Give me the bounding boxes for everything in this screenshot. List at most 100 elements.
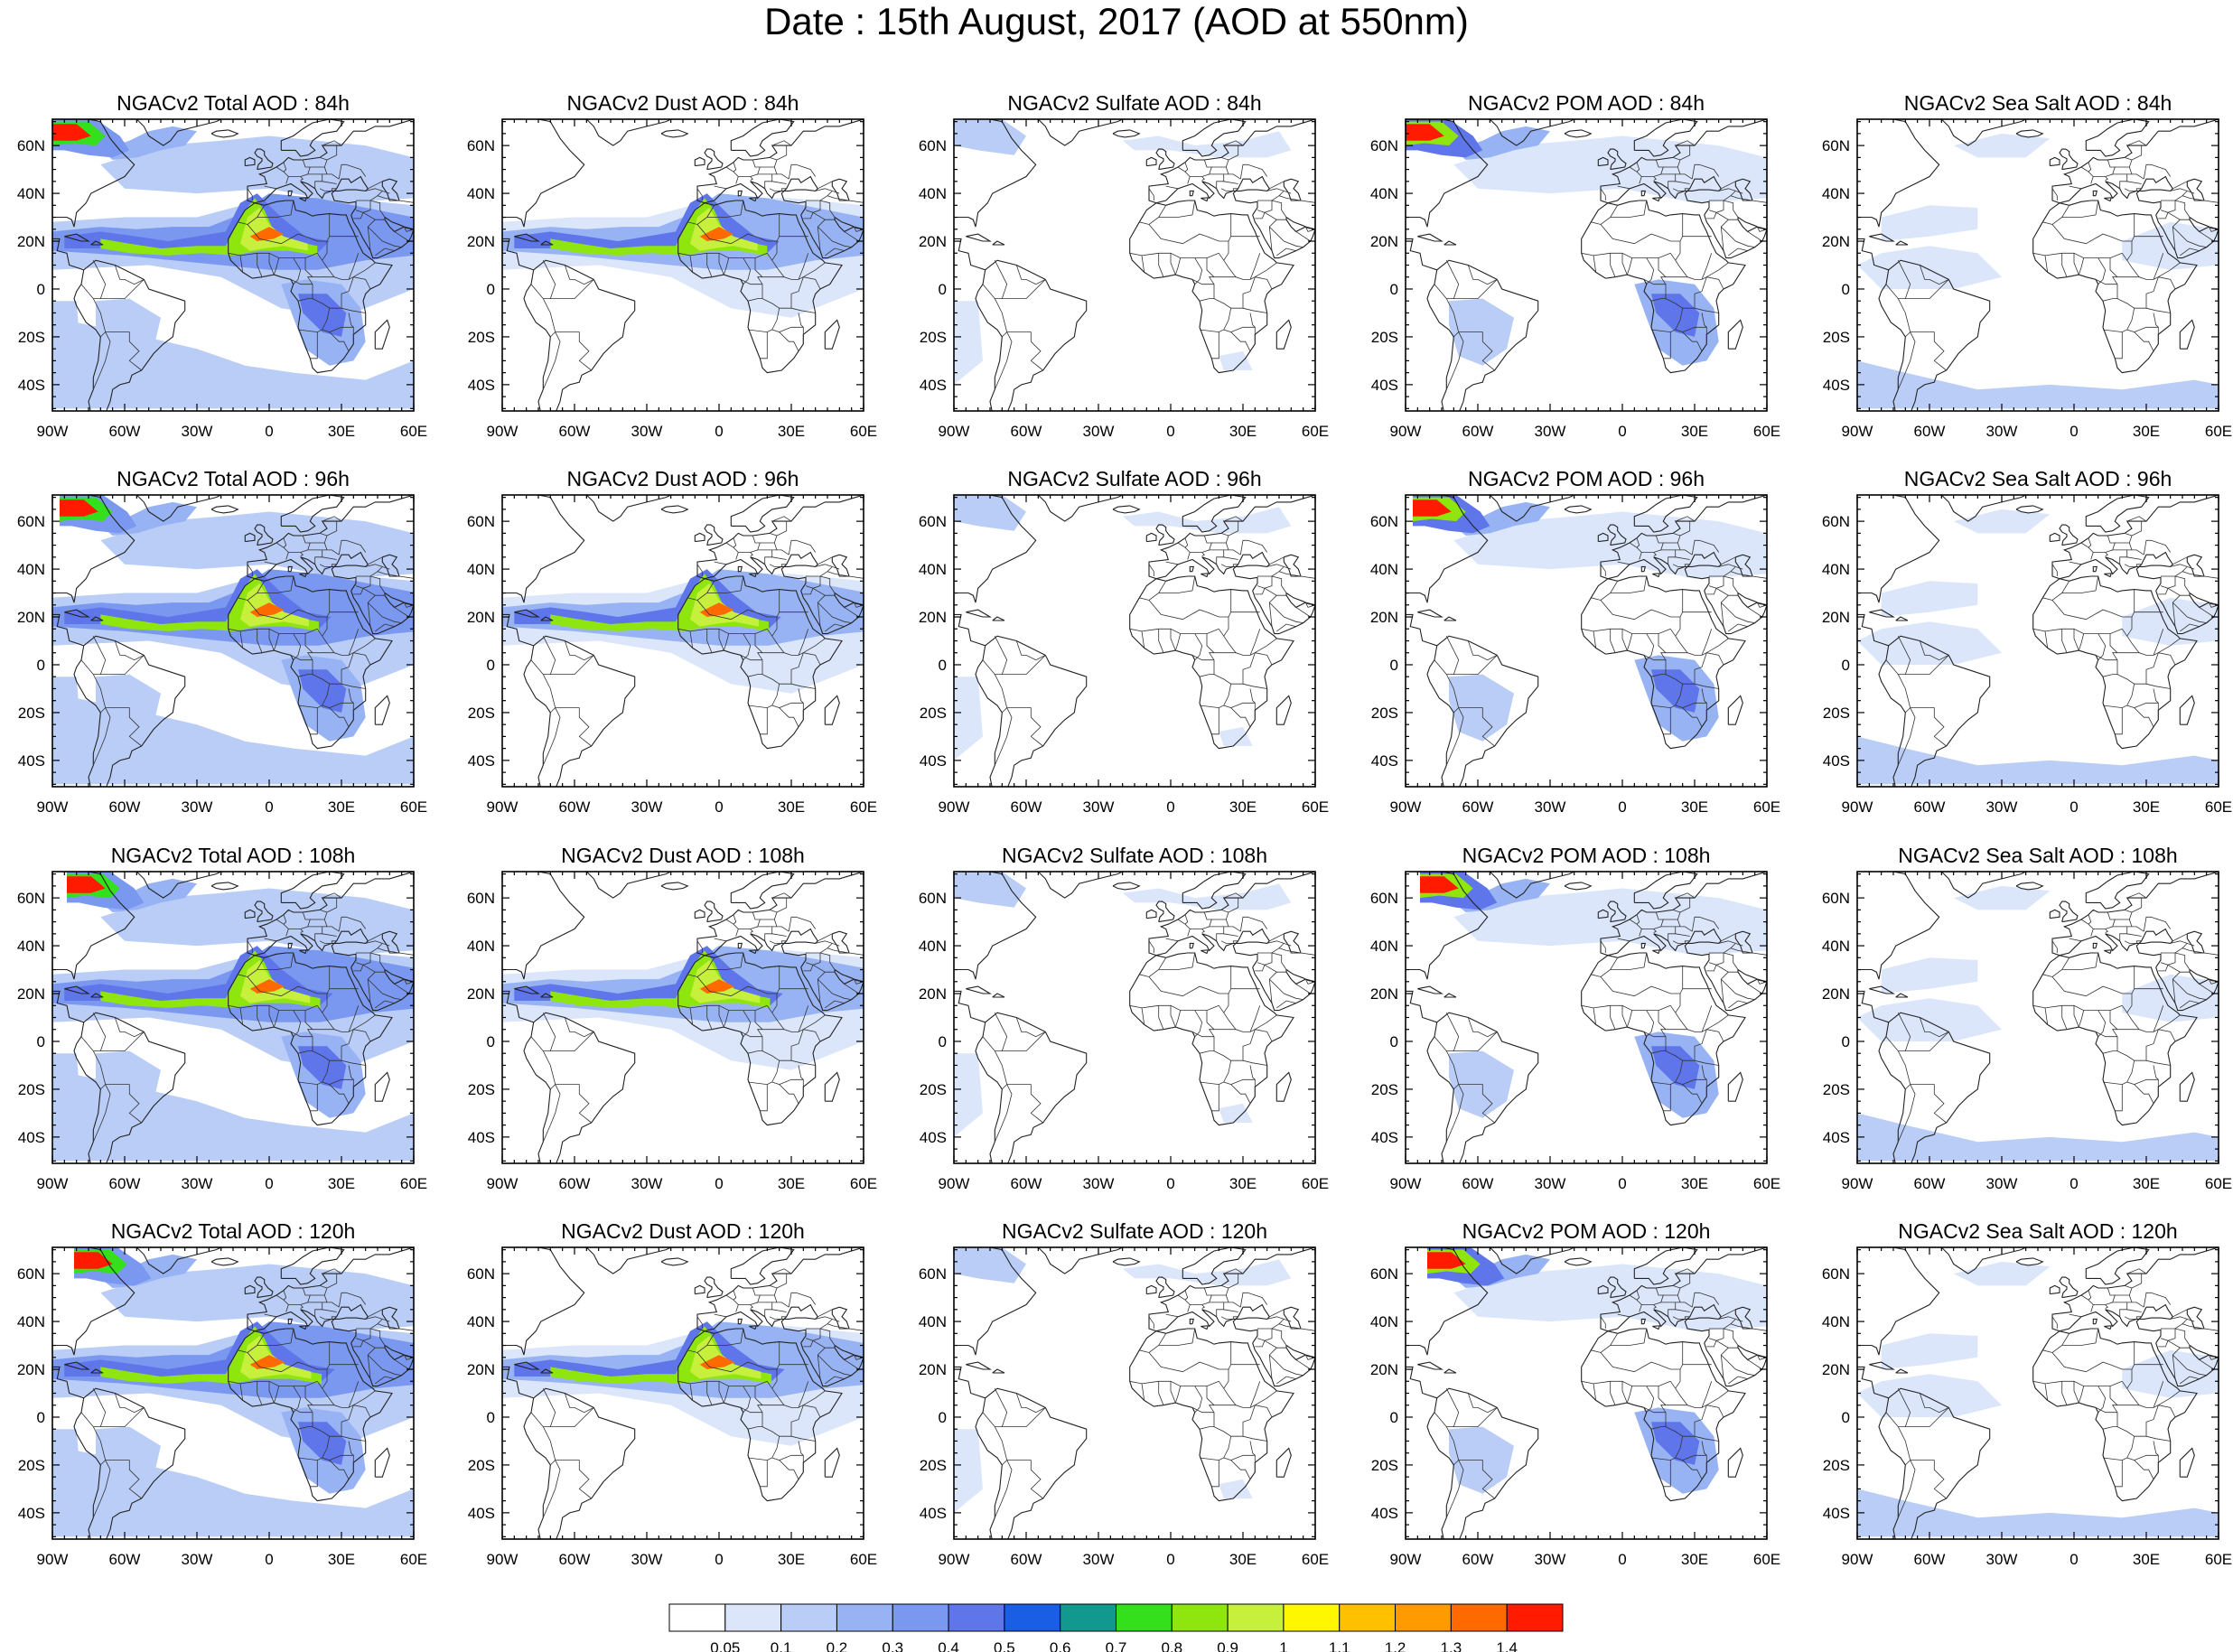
coastlines [954,1247,1315,1539]
coastline [696,119,864,216]
country-border [92,1084,111,1143]
lat-tick-label: 20S [1371,1457,1398,1474]
country-border [1170,629,1176,651]
country-border [1621,1381,1628,1404]
coastlines [1857,872,2219,1163]
country-border [92,674,107,714]
country-border [338,916,367,932]
borders [1885,140,2219,390]
coastline [1940,1247,2026,1274]
coastline [1037,1247,1123,1274]
country-border [367,594,376,627]
panel-pom-r3: NGACv2 POM AOD : 108h60N40N20N020S40S90W… [1370,844,1780,1192]
country-border [1223,1457,1251,1479]
country-border [2208,602,2219,608]
country-border [2124,1316,2137,1320]
country-border [1614,274,1628,278]
coastline [992,616,1005,621]
country-border [1458,1084,1495,1124]
lon-tick-label: 60W [559,423,591,440]
country-border [1581,1004,1671,1011]
coastline [1285,593,1315,606]
country-border [771,329,799,351]
country-border [353,1014,376,1031]
country-border [1675,516,1696,522]
coastline [1155,901,1175,923]
lat-tick-label: 20S [468,705,495,722]
country-border [1266,188,1285,191]
country-border [1139,205,1167,225]
coastline [2179,1447,2195,1478]
coastline [1155,1276,1175,1299]
coastline [1155,148,1175,171]
lat-tick-label: 0 [1842,1033,1850,1050]
country-border [2208,226,2219,232]
country-border [306,1029,313,1051]
coastline [1857,872,1940,980]
lon-tick-label: 30E [1229,1551,1257,1568]
country-border [1174,257,1182,275]
country-border [365,940,383,944]
lat-tick-label: 40N [919,561,947,578]
country-border [706,200,744,218]
coastline [1600,495,1767,592]
country-border [2061,952,2099,970]
coastline [1285,969,1315,983]
borders [1434,140,1767,390]
country-border [2128,919,2133,928]
country-border [1458,707,1495,747]
country-border [760,1460,768,1488]
country-border [812,964,835,973]
country-border [1706,212,1717,219]
coastline [2189,217,2219,230]
panel-sulfate-r4: NGACv2 Sulfate AOD : 120h60N40N20N020S40… [919,1219,1329,1568]
country-border [1211,1285,1229,1296]
country-border [994,674,1008,714]
panel-sulfate-r2: NGACv2 Sulfate AOD : 96h60N40N20N020S40S… [919,467,1329,816]
map-background [954,119,1315,411]
country-border [2180,1376,2200,1385]
coastline [1148,1247,1315,1344]
country-border [1177,919,1191,937]
country-border [696,600,756,621]
country-border [1268,971,1277,1003]
coastline [737,942,743,949]
panel-title: NGACv2 Dust AOD : 108h [561,844,805,867]
country-border [290,655,313,661]
panel-sulfate-r1: NGACv2 Sulfate AOD : 84h60N40N20N020S40S… [919,91,1329,440]
coastline [2186,178,2205,201]
country-border [288,159,311,177]
coastline [244,532,256,543]
country-border [1223,1309,1238,1312]
country-border [2160,576,2176,589]
coastline [1112,1257,1141,1266]
country-border [1653,1304,1657,1309]
coastline [1182,495,1247,533]
country-border [790,652,804,685]
lat-tick-label: 40S [1823,1129,1850,1146]
country-border [377,565,390,572]
country-border [1747,231,1762,242]
country-border [1593,630,1597,649]
country-border [1910,1460,1947,1499]
country-border [803,212,814,219]
country-border [1266,1316,1285,1320]
aod-field [1427,1247,1767,1494]
country-border [1206,257,1273,290]
aod-field [954,495,1292,761]
aod-contour [1651,1046,1700,1089]
lon-tick-label: 30W [182,1551,213,1568]
ticks [953,1247,1316,1539]
country-border [1675,617,1681,637]
country-border [1629,542,1642,560]
country-border [261,274,275,278]
country-border [1223,516,1244,522]
country-border [2153,688,2159,704]
country-border [2051,224,2111,245]
aod-contour [1413,499,1452,517]
country-border [1679,145,1691,161]
lat-tick-label: 20S [920,705,947,722]
country-border [1458,331,1495,371]
country-border [2182,190,2195,196]
coastline [975,635,1088,787]
